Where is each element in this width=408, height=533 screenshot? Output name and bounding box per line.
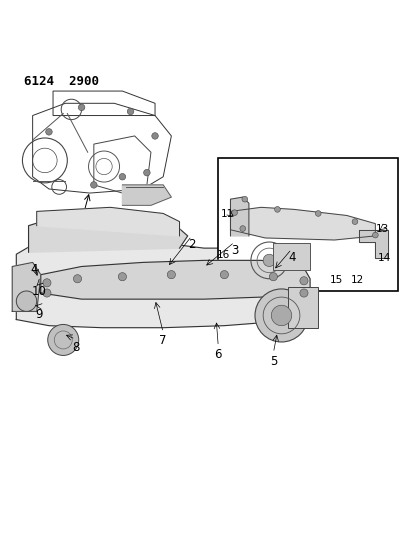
Text: 2: 2 [188, 238, 195, 251]
Circle shape [78, 104, 85, 111]
Circle shape [91, 182, 97, 188]
Circle shape [46, 128, 52, 135]
Polygon shape [29, 215, 188, 252]
Text: 8: 8 [72, 341, 79, 354]
Polygon shape [231, 207, 375, 240]
Polygon shape [16, 236, 310, 328]
Circle shape [43, 279, 51, 287]
Text: 4: 4 [30, 263, 38, 276]
Polygon shape [12, 262, 41, 311]
Circle shape [152, 133, 158, 139]
Bar [273, 243, 310, 270]
Circle shape [300, 277, 308, 285]
Circle shape [269, 272, 277, 281]
Circle shape [315, 211, 321, 216]
Circle shape [275, 206, 280, 212]
Circle shape [167, 271, 175, 279]
Text: 6: 6 [215, 348, 222, 361]
Circle shape [144, 169, 150, 176]
Text: 9: 9 [35, 308, 42, 321]
Bar [218, 158, 398, 291]
Circle shape [73, 274, 82, 283]
Bar [288, 287, 318, 328]
Text: 15: 15 [330, 275, 343, 285]
Circle shape [271, 305, 292, 326]
Text: 16: 16 [217, 250, 230, 260]
Polygon shape [359, 230, 388, 259]
Text: 14: 14 [378, 253, 391, 263]
Text: 1: 1 [74, 219, 81, 232]
Text: 10: 10 [31, 285, 46, 298]
Circle shape [43, 289, 51, 297]
Circle shape [232, 210, 237, 215]
Circle shape [220, 271, 228, 279]
Circle shape [240, 225, 246, 231]
Text: 12: 12 [350, 275, 364, 285]
Circle shape [352, 219, 358, 224]
Text: 13: 13 [376, 223, 389, 233]
Text: 5: 5 [270, 354, 277, 368]
Circle shape [48, 325, 79, 356]
Circle shape [119, 173, 126, 180]
Text: 3: 3 [231, 244, 238, 257]
Text: 7: 7 [160, 334, 167, 348]
Circle shape [373, 232, 378, 238]
Polygon shape [122, 185, 171, 205]
Circle shape [263, 254, 275, 266]
Circle shape [242, 196, 248, 202]
Text: 6124  2900: 6124 2900 [24, 75, 100, 88]
Text: 4: 4 [288, 251, 295, 264]
Polygon shape [231, 197, 249, 236]
Circle shape [300, 289, 308, 297]
Circle shape [255, 289, 308, 342]
Circle shape [118, 272, 126, 281]
Text: 11: 11 [221, 209, 234, 219]
Circle shape [16, 291, 37, 311]
Polygon shape [37, 207, 180, 236]
Polygon shape [41, 261, 310, 299]
Circle shape [127, 108, 134, 115]
